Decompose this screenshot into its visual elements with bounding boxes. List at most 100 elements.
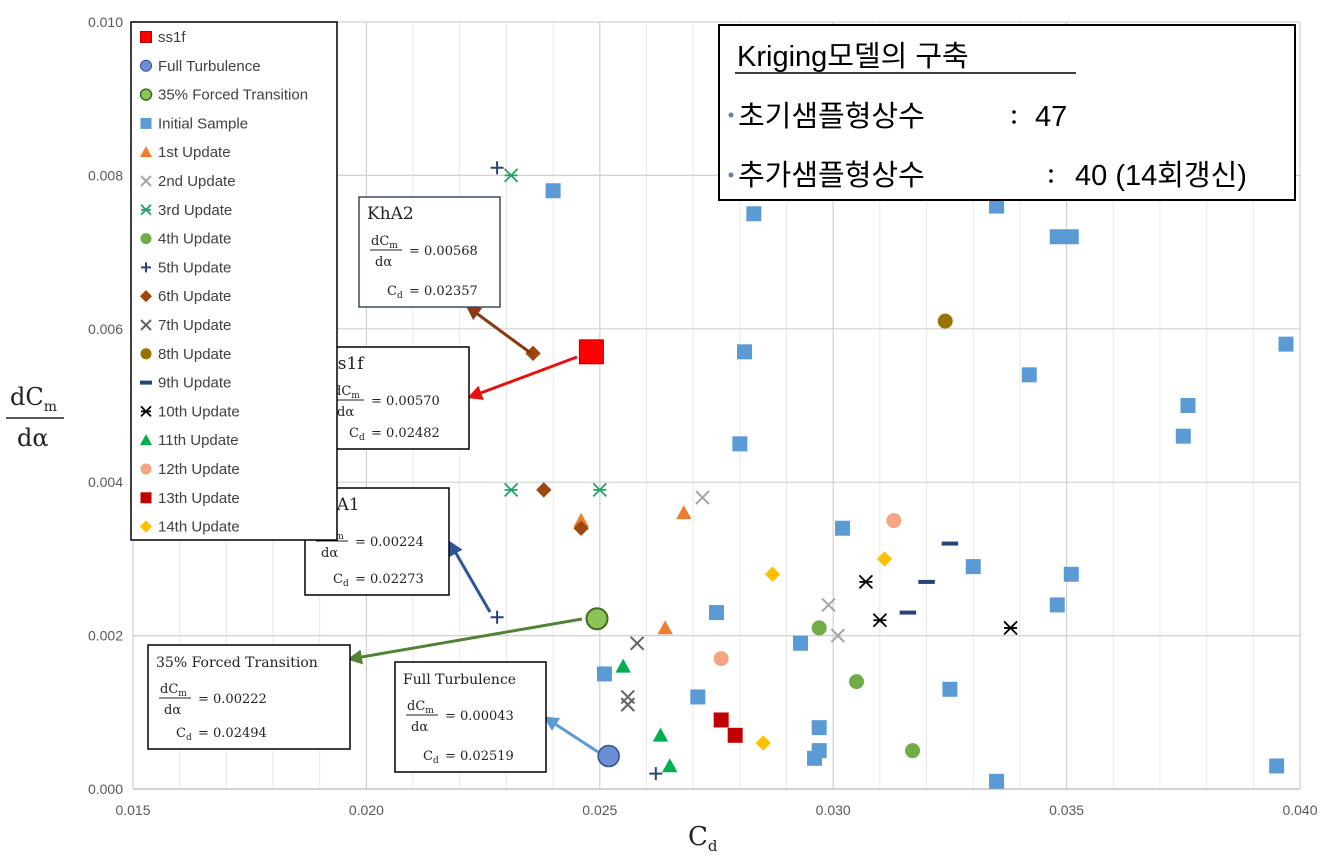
x-tick-label: 0.035 bbox=[1049, 802, 1084, 818]
legend-marker bbox=[139, 434, 153, 446]
legend-label: ss1f bbox=[158, 29, 186, 46]
y-tick-label: 0.002 bbox=[88, 628, 123, 644]
c-text: C bbox=[387, 284, 397, 299]
colon-dot bbox=[1012, 120, 1016, 124]
data-point bbox=[578, 339, 604, 365]
data-point bbox=[503, 482, 519, 498]
data-point bbox=[592, 482, 607, 498]
data-point bbox=[545, 183, 561, 199]
x-axis-title: Cd bbox=[688, 822, 718, 855]
annotation-cd-label: Cd bbox=[176, 726, 192, 743]
data-point bbox=[597, 744, 620, 768]
data-points bbox=[490, 161, 1294, 789]
y-tick-label: 0.004 bbox=[88, 474, 123, 490]
data-point bbox=[989, 773, 1005, 789]
data-point bbox=[573, 520, 589, 536]
data-point bbox=[886, 513, 902, 529]
annotation-arrow bbox=[467, 355, 578, 400]
legend-label: 1st Update bbox=[158, 144, 231, 161]
data-point bbox=[835, 520, 851, 536]
data-point bbox=[596, 666, 612, 682]
legend-marker bbox=[140, 31, 152, 43]
data-point bbox=[811, 720, 827, 736]
data-point bbox=[629, 636, 645, 651]
data-point bbox=[490, 610, 504, 624]
legend-label: 14th Update bbox=[158, 519, 240, 536]
legend-label: 11th Update bbox=[158, 432, 239, 449]
data-point bbox=[793, 635, 809, 651]
legend-marker bbox=[140, 319, 152, 331]
data-point bbox=[1021, 367, 1037, 383]
d-sub: d bbox=[397, 291, 403, 301]
legend-label: 3rd Update bbox=[158, 202, 232, 219]
x-tick-label: 0.020 bbox=[349, 802, 384, 818]
data-point bbox=[695, 490, 710, 505]
legend-marker bbox=[140, 405, 152, 418]
annotation-title: KhA2 bbox=[367, 204, 414, 224]
data-point bbox=[965, 559, 981, 575]
data-point bbox=[585, 607, 609, 631]
colon-dot bbox=[1049, 179, 1053, 183]
kriging-line1-value: 47 bbox=[1035, 101, 1067, 133]
c-text: C bbox=[176, 726, 186, 741]
legend-label: 6th Update bbox=[158, 288, 231, 305]
annotation-dcm-value: = 0.00043 bbox=[445, 709, 514, 724]
annotation-dcm-value: = 0.00222 bbox=[198, 692, 267, 707]
legend-marker bbox=[140, 175, 152, 187]
data-point bbox=[490, 161, 504, 175]
annotation-cd-value: = 0.02357 bbox=[409, 284, 478, 299]
data-point bbox=[811, 620, 827, 636]
annotation-cd-label: Cd bbox=[423, 749, 439, 766]
kriging-frame bbox=[718, 24, 1296, 201]
legend-label: Initial Sample bbox=[158, 115, 248, 132]
annotation-frac-denominator: dα bbox=[164, 703, 181, 718]
legend-marker bbox=[140, 204, 152, 216]
data-point bbox=[1049, 597, 1065, 613]
x-tick-label: 0.040 bbox=[1282, 802, 1317, 818]
annotation-frac-denominator: dα bbox=[375, 255, 392, 270]
legend-label: 7th Update bbox=[158, 317, 231, 334]
colon-dot bbox=[1012, 110, 1016, 114]
annotation-cd-label: Cd bbox=[333, 572, 349, 589]
x-tick-label: 0.015 bbox=[115, 802, 150, 818]
c-text: C bbox=[349, 426, 359, 441]
c-text: C bbox=[423, 749, 433, 764]
data-point bbox=[941, 541, 959, 546]
annotation-arrow bbox=[543, 716, 599, 754]
bullet-icon bbox=[728, 172, 734, 178]
kriging-line1-label: 초기샘플형상수 bbox=[738, 100, 925, 133]
data-point bbox=[872, 613, 888, 628]
data-point bbox=[918, 579, 935, 584]
colon-dot bbox=[1049, 169, 1053, 173]
data-point bbox=[1278, 336, 1294, 352]
annotation-dcm-value: = 0.00224 bbox=[355, 535, 424, 550]
legend-marker bbox=[139, 520, 153, 533]
data-point bbox=[830, 628, 846, 643]
x-axis-title-main: C bbox=[688, 822, 708, 852]
annotation-arrow bbox=[448, 540, 492, 613]
annotation-box: ss1f dCm dα = 0.00570 Cd = 0.02482 bbox=[320, 346, 470, 450]
data-point bbox=[615, 658, 631, 673]
data-point bbox=[676, 505, 692, 520]
legend-marker bbox=[139, 380, 153, 385]
annotation-cd-label: Cd bbox=[349, 426, 365, 443]
y-axis-title-numerator: dCm bbox=[10, 383, 57, 415]
kriging-title: Kriging모델의 구축 bbox=[737, 41, 969, 73]
data-point bbox=[709, 605, 724, 621]
x-tick-label: 0.030 bbox=[816, 802, 851, 818]
legend-label: 9th Update bbox=[158, 375, 231, 392]
legend: ss1f Full Turbulence 35% Forced Transition… bbox=[130, 21, 338, 541]
data-point bbox=[807, 750, 823, 766]
d-sub: d bbox=[186, 733, 192, 743]
data-point bbox=[713, 651, 729, 667]
data-point bbox=[899, 610, 917, 615]
data-point bbox=[876, 551, 893, 567]
annotation-cd-value: = 0.02494 bbox=[198, 726, 267, 741]
data-point bbox=[620, 697, 636, 712]
m-sub: m bbox=[425, 706, 434, 716]
legend-label: 5th Update bbox=[158, 259, 231, 276]
y-axis-title-denominator: dα bbox=[17, 424, 49, 452]
legend-marker bbox=[139, 290, 153, 303]
